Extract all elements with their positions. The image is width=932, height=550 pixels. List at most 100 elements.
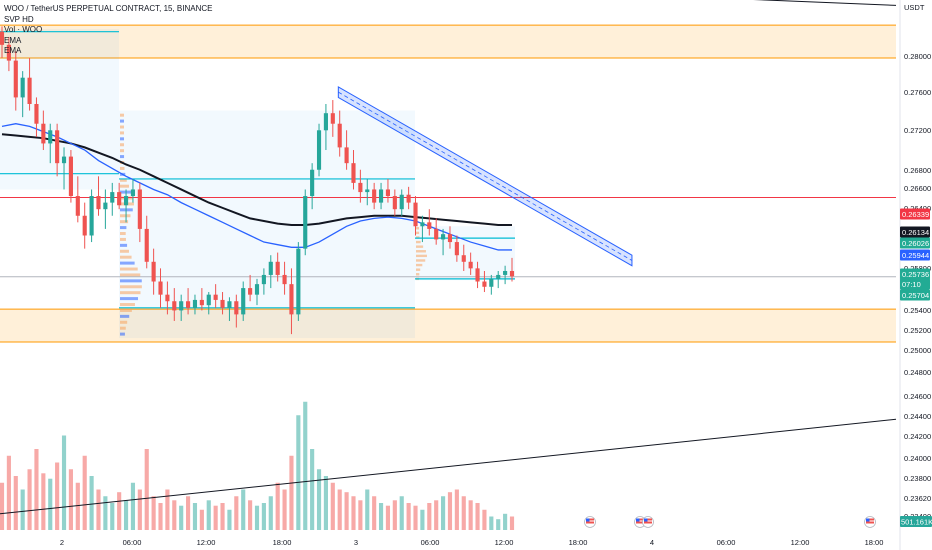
candle-body [282,274,287,285]
candle-body [254,284,260,295]
price-tag-label: 0.25944 [902,251,929,260]
candle-body [509,270,515,277]
volume-bar [399,496,404,530]
profile-bar [120,232,126,236]
volume-bar [441,496,446,530]
time-axis-tick: 18:00 [865,538,884,547]
volume-bar [241,489,246,530]
profile-bar [120,226,127,230]
indicator-ema-1[interactable]: EMA [4,35,22,45]
profile-bar [120,119,124,123]
volume-bar [130,482,136,530]
profile-bar [120,249,129,253]
time-axis-tick: 12:00 [197,538,216,547]
profile-bar [120,131,125,135]
price-tag-bg [900,268,930,280]
candle-body [41,123,46,144]
volume-bar [323,476,328,530]
profile-bar [416,245,424,248]
price-axis-tick: 0.23620 [904,494,931,503]
price-tag-bg [900,226,930,238]
volume-bar [75,482,80,530]
profile-bar [120,125,125,129]
candle-body [358,182,363,193]
profile-bar [120,291,141,295]
flag-stripe [586,518,594,521]
volume-bar [186,496,191,530]
candle-body [392,196,397,210]
volume-bar [496,519,501,530]
indicator-ema-2[interactable]: EMA [4,46,22,55]
profile-bar [416,227,420,230]
candle-body [365,189,370,193]
candle-body [234,301,239,315]
price-axis-tick: 0.26800 [904,166,931,175]
volume-bar [461,496,466,530]
volume-bar [303,401,308,530]
flag-stripe [644,521,652,524]
ema-fast-line [1,123,512,251]
flag-stripe [586,521,594,524]
candle-body [199,299,204,306]
volume-bar [220,503,225,530]
profile-bar [120,279,142,283]
channel-midline [338,91,633,261]
price-tags: 0.26339 0.26134 0.26026 0.25944 0.2573607:10… [900,208,930,301]
volume-bar [385,505,391,530]
candle-body [337,123,342,148]
us-flag-event-icon [584,516,596,528]
profile-bar [120,220,129,224]
volume-bar [268,496,273,530]
candle-body [137,189,142,229]
candle-body [344,147,349,164]
candle-body [117,192,122,206]
candle-body [330,113,335,124]
candle-body [192,299,198,308]
candle-body [351,163,356,183]
volume-bar [27,469,32,530]
time-axis-tick: 06:00 [123,538,142,547]
us-flag-event-icon [642,516,654,528]
volume-bar [468,500,473,530]
profile-bar [416,231,420,235]
profile-bar [120,255,132,259]
profile-bar [416,250,426,253]
price-tag-label: 0.25704 [902,291,929,300]
volume-bar [420,509,425,530]
time-axis-tick: 18:00 [273,538,292,547]
volume-bar [82,455,87,530]
volume-bar [351,496,356,530]
profile-bar [120,285,142,289]
indicator-svp[interactable]: SVP HD [4,14,34,24]
volume-bar [13,476,18,530]
candle-body [158,281,163,295]
volume-bar [61,435,67,530]
price-tag-label: 0.25736 [902,270,929,279]
volume-bar [20,489,25,530]
candle-body [310,169,315,197]
profile-bar [416,268,421,271]
volume-bar [316,469,322,530]
us-flag-event-icon [634,516,646,528]
price-axis-tick: 0.24800 [904,368,931,377]
volume-bar [447,492,453,530]
profile-bar [120,149,125,153]
price-axis-tick: 0.23800 [904,474,931,483]
profile-bar [120,166,125,170]
price-axis-tick: 0.26600 [904,184,931,193]
flag-stripe [866,518,874,521]
volume-tag-label: 501.161K [901,518,932,527]
candle-body [20,77,25,98]
candle-body [172,301,177,311]
flag-canton [866,518,870,522]
price-tag-bg [900,237,930,249]
volume-bar [282,489,287,530]
indicator-vol[interactable]: Vol · WOO [4,25,43,34]
profile-range-2 [119,110,415,339]
volume-bar [406,503,411,530]
profile-bar [120,297,139,301]
volume-bar [96,489,101,530]
price-tag-bg [900,249,930,261]
volume-bar [151,496,156,530]
